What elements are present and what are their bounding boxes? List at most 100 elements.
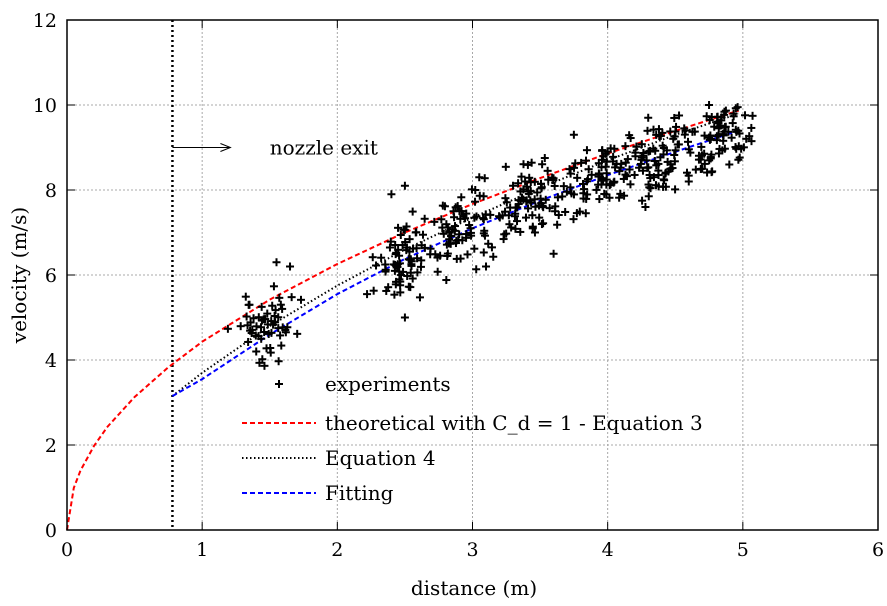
experiment-point (602, 180, 611, 189)
experiment-point (649, 173, 658, 182)
experiment-point (713, 113, 722, 122)
experiment-point (645, 170, 654, 179)
experiment-point (625, 165, 634, 174)
experiment-point (620, 191, 629, 200)
experiment-point (443, 249, 452, 258)
experiment-point (401, 238, 410, 247)
experiment-point (413, 254, 422, 263)
experiment-point (509, 181, 518, 190)
experiment-point (669, 134, 678, 143)
experiment-point (621, 170, 630, 179)
experiment-point (470, 244, 479, 253)
experiment-point (442, 276, 451, 285)
legend-entry-theoretical: theoretical with C_d = 1 - Equation 3 (242, 411, 703, 435)
experiment-point (537, 199, 546, 208)
experiment-point (399, 225, 408, 234)
experiment-point (623, 155, 632, 164)
experiment-point (656, 153, 665, 162)
experiment-point (372, 261, 381, 270)
experiment-point (700, 131, 709, 140)
experiment-point (527, 158, 536, 167)
legend-label-theoretical: theoretical with C_d = 1 - Equation 3 (325, 411, 703, 435)
experiment-point (409, 244, 418, 253)
experiment-point (710, 122, 719, 131)
experiment-point (721, 106, 730, 115)
legend-label-equation-4: Equation 4 (325, 446, 436, 470)
experiment-point (363, 290, 372, 299)
experiment-point (242, 312, 251, 321)
y-tick-label: 6 (45, 265, 57, 287)
experiment-point (257, 323, 266, 332)
experiment-point (583, 190, 592, 199)
experiment-point (684, 137, 693, 146)
experiment-point (728, 119, 737, 128)
experiment-point (381, 265, 390, 274)
experiment-point (245, 300, 254, 309)
experiment-point (651, 146, 660, 155)
experiment-point (654, 166, 663, 175)
experiment-point (671, 185, 680, 194)
experiment-point (706, 153, 715, 162)
experiment-point (472, 265, 481, 274)
experiment-point (533, 188, 542, 197)
experiment-point (528, 211, 537, 220)
experiment-point (577, 158, 586, 167)
experiment-point (631, 148, 640, 157)
experiment-point (521, 177, 530, 186)
experiment-point (562, 187, 571, 196)
experiment-point (654, 159, 663, 168)
experiment-point (462, 230, 471, 239)
experiment-point (572, 209, 581, 218)
experiment-point (603, 147, 612, 156)
experiment-point (645, 183, 654, 192)
experiment-point (684, 177, 693, 186)
experiment-point (274, 324, 283, 333)
experiment-point (275, 293, 284, 302)
experiment-point (480, 226, 489, 235)
experiment-point (406, 268, 415, 277)
experiment-point (452, 254, 461, 263)
experiment-point (579, 194, 588, 203)
experiment-point (688, 127, 697, 136)
experiment-point (725, 160, 734, 169)
experiment-point (535, 213, 544, 222)
experiment-point (705, 133, 714, 142)
y-tick-label: 10 (33, 95, 57, 117)
experiment-point (440, 202, 449, 211)
experiment-point (558, 192, 567, 201)
experiment-point (530, 177, 539, 186)
experiment-point (254, 313, 263, 322)
legend-plus-marker (275, 380, 283, 388)
experiment-point (610, 144, 619, 153)
experiment-point (644, 192, 653, 201)
experiment-point (479, 248, 488, 257)
experiment-point (252, 347, 261, 356)
experiment-point (609, 178, 618, 187)
experiment-point (254, 332, 263, 341)
experiment-point (407, 261, 416, 270)
experiment-point (708, 167, 717, 176)
experiment-point (287, 293, 296, 302)
experiment-point (554, 211, 563, 220)
experiment-point (385, 243, 394, 252)
legend: experiments theoretical with C_d = 1 - E… (242, 372, 703, 505)
legend-symbol-experiments (275, 380, 283, 388)
experiment-point (565, 165, 574, 174)
experiment-point (396, 277, 405, 286)
x-tick-label: 3 (466, 539, 478, 561)
experiment-point (550, 181, 559, 190)
experiment-point (747, 137, 756, 146)
experiment-point (581, 156, 590, 165)
experiment-point (396, 231, 405, 240)
experiment-point (583, 175, 592, 184)
experiment-point (243, 321, 252, 330)
experiment-point (611, 163, 620, 172)
grid (67, 20, 878, 530)
experiment-point (417, 241, 426, 250)
experiment-point (436, 251, 445, 260)
experiment-point (559, 182, 568, 191)
annotation-label: nozzle exit (270, 136, 378, 160)
experiment-point (637, 140, 646, 149)
experiment-point (286, 262, 295, 271)
